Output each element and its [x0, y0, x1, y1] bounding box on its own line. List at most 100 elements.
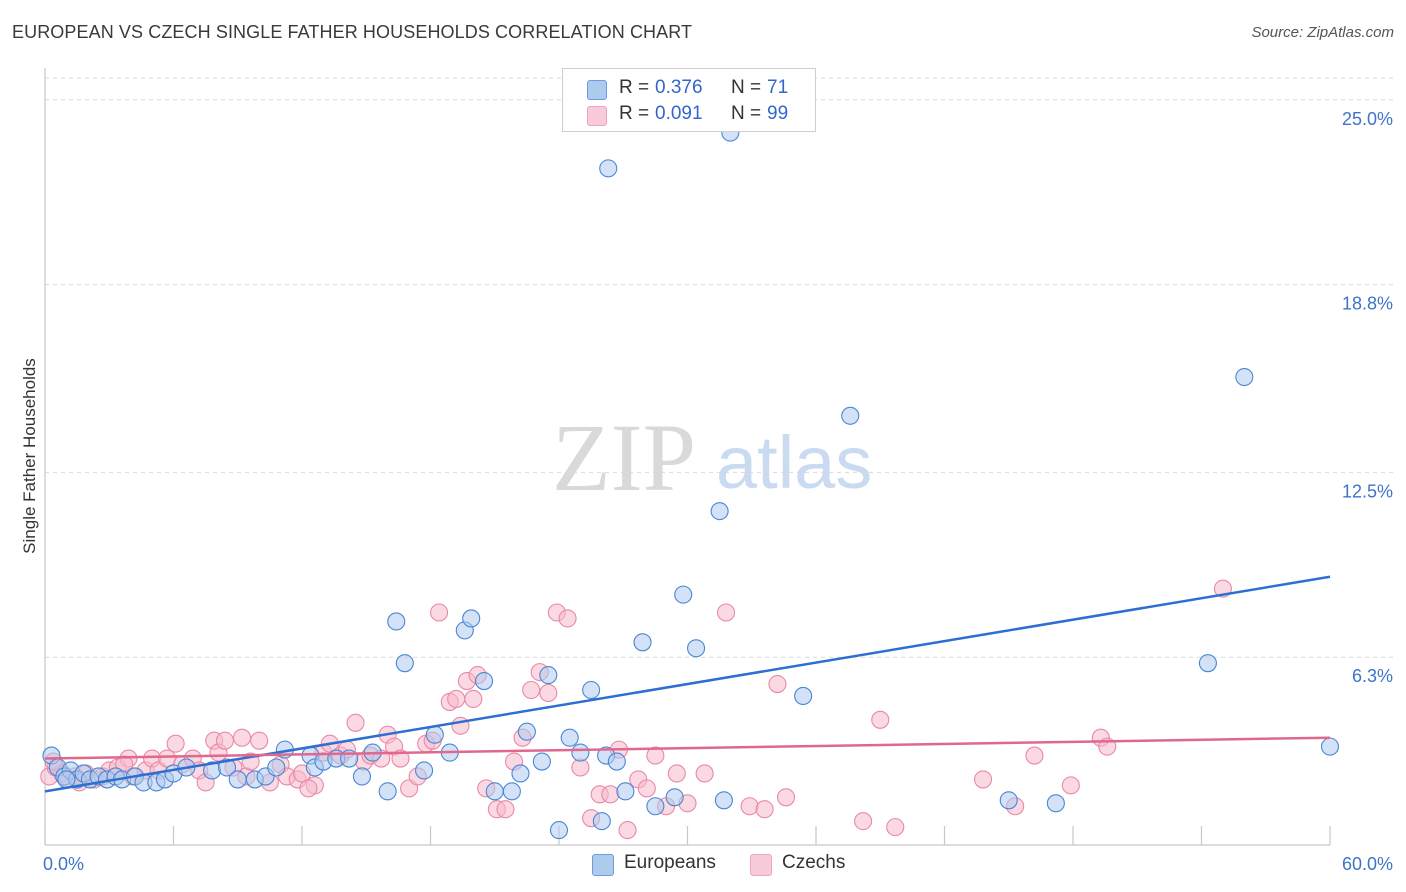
data-point [215, 731, 234, 750]
bottom-legend-swatch-europeans [592, 854, 614, 876]
data-point [228, 770, 247, 789]
data-point [607, 752, 626, 771]
legend-row-czechs: R = 0.091 N = 99 [563, 102, 815, 128]
data-point [352, 767, 372, 786]
legend: R = 0.376 N = 71 R = 0.091 N = 99 [562, 68, 816, 132]
data-point [532, 752, 551, 771]
data-point [601, 785, 620, 804]
data-point [474, 672, 494, 691]
data-point [710, 502, 729, 521]
data-point [695, 764, 714, 783]
data-point [511, 764, 530, 783]
bottom-legend-swatch-czechs [750, 854, 772, 876]
legend-r-label: R = [619, 103, 650, 124]
data-point [415, 761, 434, 780]
data-point [232, 728, 252, 747]
data-point [646, 797, 665, 816]
data-point [447, 689, 466, 708]
data-point [871, 710, 890, 729]
data-point [687, 639, 706, 658]
data-point [502, 782, 521, 801]
data-point [560, 728, 579, 747]
data-point [57, 770, 76, 789]
data-point [999, 791, 1018, 810]
data-point [665, 788, 684, 807]
data-point [464, 689, 483, 708]
data-point [496, 800, 515, 819]
data-point [485, 782, 504, 801]
data-point [618, 821, 637, 840]
data-point [599, 159, 618, 178]
legend-n-value: 71 [767, 77, 789, 98]
data-point [558, 609, 577, 628]
data-point [299, 779, 318, 798]
data-point [776, 788, 796, 807]
data-point [387, 612, 406, 631]
trend-line-europeans [44, 575, 1331, 793]
watermark-zip: ZIP [552, 404, 696, 511]
data-point [768, 674, 787, 694]
data-point [517, 722, 536, 741]
legend-r-value: 0.091 [655, 103, 703, 124]
data-point [1061, 776, 1080, 795]
data-point [740, 797, 759, 816]
legend-swatch-europeans [587, 80, 607, 100]
legend-row-europeans: R = 0.376 N = 71 [563, 76, 815, 102]
data-point [395, 654, 414, 673]
data-point [217, 758, 237, 777]
legend-n-value: 99 [767, 103, 789, 124]
data-point [462, 609, 481, 628]
data-point [1235, 367, 1254, 387]
data-point [667, 764, 686, 783]
data-point [1046, 794, 1065, 813]
y-tick-label: 25.0% [1342, 109, 1393, 129]
data-point [973, 770, 993, 789]
data-point [1198, 654, 1217, 673]
data-point [1320, 737, 1340, 756]
data-point [841, 406, 860, 425]
tick-labels: 6.3% 12.5% 18.8% 25.0% 0.0% 60.0% [43, 109, 1393, 874]
watermark-atlas: atlas [716, 421, 872, 504]
data-point [539, 683, 558, 703]
data-point [592, 812, 611, 831]
data-point [616, 782, 635, 801]
trend-line-czechs [44, 736, 1331, 760]
legend-n-label: N = [731, 103, 762, 124]
data-point [633, 633, 652, 652]
bottom-legend-label-europeans: Europeans [624, 852, 716, 873]
y-tick-label: 18.8% [1342, 294, 1393, 314]
legend-n-label: N = [731, 77, 762, 98]
data-point [571, 743, 590, 762]
data-point [549, 821, 569, 840]
grid-lines [45, 77, 1395, 658]
data-point [714, 791, 733, 810]
data-point [378, 782, 397, 801]
trend-lines [44, 575, 1331, 793]
legend-r-value: 0.376 [655, 77, 703, 98]
chart-source: Source: ZipAtlas.com [1251, 24, 1394, 41]
data-point [430, 603, 449, 622]
data-point [886, 818, 905, 837]
data-point [539, 666, 558, 685]
y-tick-label: 12.5% [1342, 481, 1393, 501]
legend-r-label: R = [619, 77, 650, 98]
bottom-legend-label-czechs: Czechs [782, 852, 846, 873]
data-point [755, 800, 774, 819]
chart-title: EUROPEAN VS CZECH SINGLE FATHER HOUSEHOL… [12, 22, 693, 42]
data-point [637, 779, 656, 798]
data-point [716, 603, 736, 622]
data-point [346, 713, 365, 732]
data-point [522, 680, 541, 700]
data-point [250, 731, 269, 750]
data-point [582, 680, 601, 700]
data-point [391, 749, 410, 768]
data-point [1025, 746, 1044, 765]
y-tick-label: 6.3% [1352, 666, 1393, 686]
data-point [646, 746, 665, 765]
data-point [267, 758, 286, 777]
x-tick-label: 0.0% [43, 854, 84, 874]
watermark: ZIP atlas [552, 404, 872, 511]
x-tick-label: 60.0% [1342, 854, 1393, 874]
data-point [854, 812, 873, 831]
